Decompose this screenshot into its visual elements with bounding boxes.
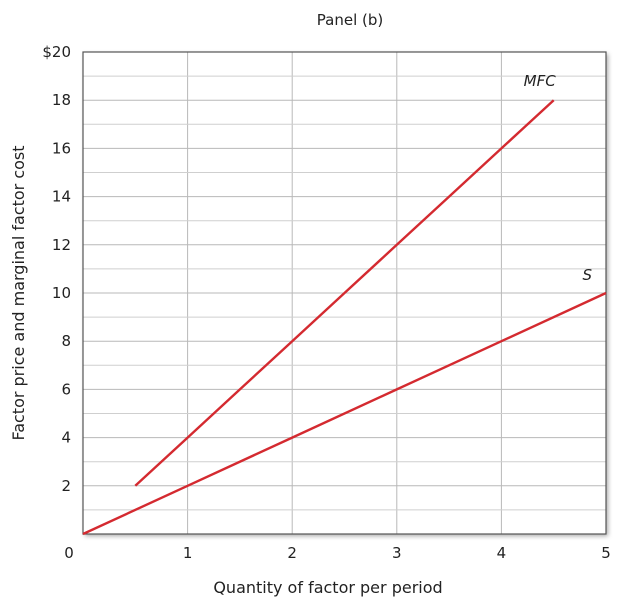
y-tick-label: 18 [52,91,71,109]
x-tick-label: 4 [497,544,507,562]
y-axis-label: Factor price and marginal factor cost [9,145,28,440]
y-tick-label: 8 [61,332,71,350]
series-label-mfc: MFC [524,72,557,90]
x-axis-ticks: 0 1 2 3 4 5 [64,544,611,562]
y-tick-label: 4 [61,429,71,447]
y-tick-label: 2 [61,477,71,495]
y-tick-label: 12 [52,236,71,254]
y-tick-label: 6 [61,380,71,398]
y-tick-label: $20 [42,43,71,61]
x-tick-label: 5 [601,544,611,562]
y-tick-label: 16 [52,139,71,157]
x-tick-label: 0 [64,544,74,562]
x-tick-label: 1 [183,544,193,562]
grid [83,52,606,534]
x-axis-label: Quantity of factor per period [213,578,442,597]
series-line-s [82,291,607,536]
y-tick-label: 10 [52,284,71,302]
series-label-s: S [582,266,592,284]
y-tick-label: 14 [52,188,71,206]
x-tick-label: 2 [287,544,297,562]
series-line-mfc [134,99,555,487]
series-layer: MFC S [82,72,607,536]
y-axis-ticks: 2 4 6 8 10 12 14 16 18 $20 [42,43,71,495]
chart-title: Panel (b) [317,11,383,29]
x-tick-label: 3 [392,544,402,562]
